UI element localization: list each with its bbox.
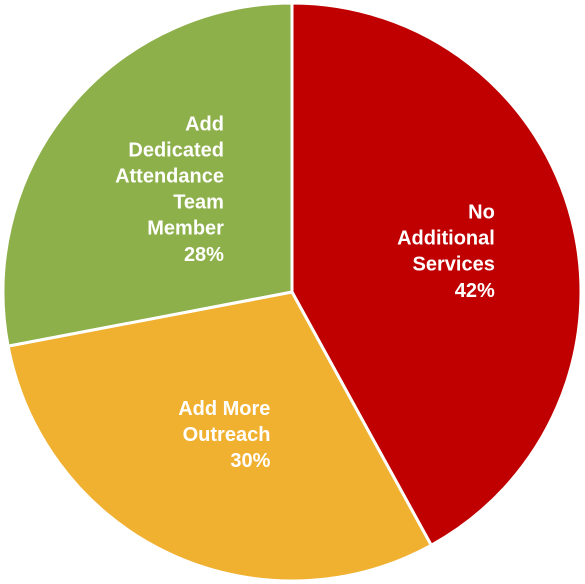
slice-label: No Additional Services 42% bbox=[397, 202, 495, 302]
label-line: Member bbox=[147, 218, 224, 240]
category-label: Add Dedicated Attendance Team Member bbox=[115, 114, 224, 240]
category-label: Add More Outreach bbox=[178, 398, 270, 446]
label-line: Attendance bbox=[115, 166, 224, 188]
label-line: Services bbox=[413, 254, 495, 276]
label-line: Outreach bbox=[183, 424, 271, 446]
category-label: No Additional Services bbox=[397, 202, 495, 276]
label-line: Team bbox=[173, 192, 224, 214]
value-label: 42% bbox=[455, 280, 495, 302]
value-label: 30% bbox=[230, 450, 270, 472]
label-line: No bbox=[468, 202, 495, 224]
pie-slice bbox=[1, 1, 294, 348]
value-label: 28% bbox=[184, 244, 224, 266]
slice-label: Add More Outreach 30% bbox=[178, 398, 270, 472]
label-line: Add More bbox=[178, 398, 270, 420]
slice-label: Add Dedicated Attendance Team Member 28% bbox=[115, 114, 224, 266]
label-line: Add bbox=[185, 114, 224, 136]
pie-slice bbox=[6, 290, 434, 583]
label-line: Dedicated bbox=[128, 140, 224, 162]
pie-slice bbox=[290, 1, 583, 548]
label-line: Additional bbox=[397, 228, 495, 250]
